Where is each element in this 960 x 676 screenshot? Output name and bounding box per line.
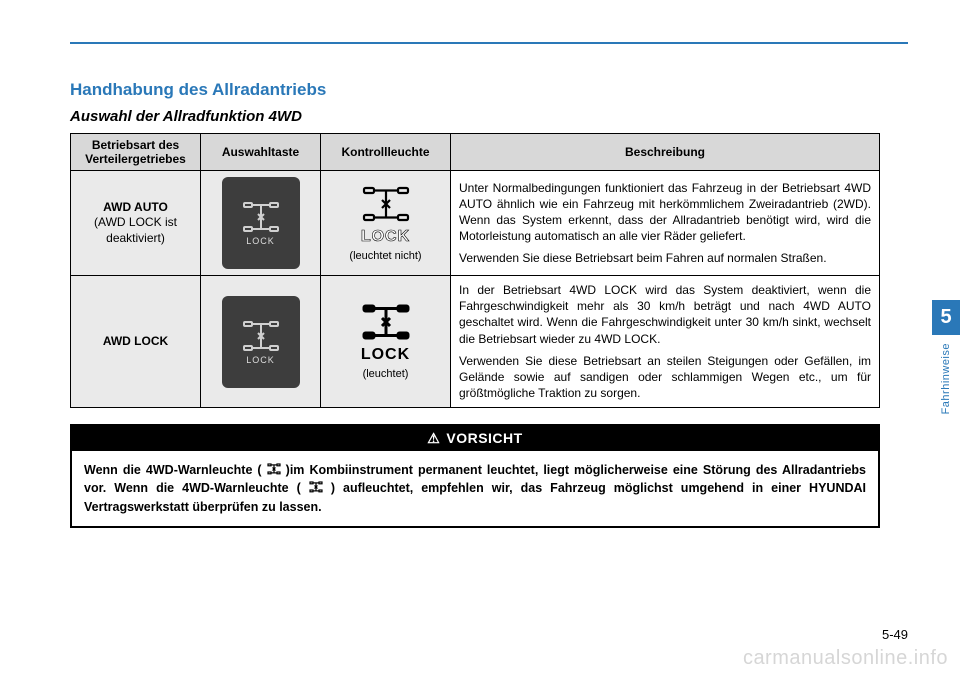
awd-mode-table: Betriebsart des Verteilergetriebes Auswa… bbox=[70, 133, 880, 408]
chapter-number: 5 bbox=[932, 300, 960, 335]
indicator-sublabel: (leuchtet nicht) bbox=[329, 250, 442, 262]
caution-body: Wenn die 4WD-Warnleuchte ( bbox=[72, 451, 878, 525]
section-subheading: Auswahl der Allradfunktion 4WD bbox=[70, 108, 880, 125]
chapter-label: Fahrhinweise bbox=[940, 343, 952, 414]
watermark: carmanualsonline.info bbox=[743, 647, 948, 670]
mode-subtitle: (AWD LOCK ist deaktiviert) bbox=[79, 215, 192, 246]
side-tab: 5 Fahrhinweise bbox=[932, 300, 960, 414]
caution-heading: VORSICHT bbox=[72, 426, 878, 451]
section-heading: Handhabung des Allradantriebs bbox=[70, 80, 880, 100]
table-row: AWD LOCK bbox=[71, 276, 880, 408]
button-label: LOCK bbox=[246, 236, 275, 246]
indicator-label: LOCK bbox=[329, 228, 442, 246]
col-button: Auswahltaste bbox=[201, 134, 321, 171]
button-label: LOCK bbox=[246, 355, 275, 365]
awd-warning-icon bbox=[267, 463, 281, 478]
indicator-sublabel: (leuchtet) bbox=[329, 368, 442, 380]
page-number: 5-49 bbox=[882, 627, 908, 642]
awd-warning-icon bbox=[309, 481, 323, 496]
caution-text-1: Wenn die 4WD-Warnleuchte ( bbox=[84, 463, 267, 477]
page-content: Handhabung des Allradantriebs Auswahl de… bbox=[70, 80, 880, 528]
mode-cell-awd-auto: AWD AUTO (AWD LOCK ist deaktiviert) bbox=[71, 171, 201, 276]
description-p2: Verwenden Sie diese Betriebsart beim Fah… bbox=[459, 250, 871, 266]
table-row: AWD AUTO (AWD LOCK ist deaktiviert) bbox=[71, 171, 880, 276]
col-mode: Betriebsart des Verteilergetriebes bbox=[71, 134, 201, 171]
indicator-label: LOCK bbox=[329, 346, 442, 364]
drivetrain-icon bbox=[241, 319, 281, 353]
button-cell: LOCK bbox=[201, 171, 321, 276]
description-p2: Verwenden Sie diese Betriebsart an steil… bbox=[459, 353, 871, 402]
awd-lock-button-icon: LOCK bbox=[222, 296, 300, 388]
col-indicator: Kontrollleuchte bbox=[321, 134, 451, 171]
caution-box: VORSICHT Wenn die 4WD-Warnleuchte ( bbox=[70, 424, 880, 527]
description-cell: In der Betriebsart 4WD LOCK wird das Sys… bbox=[451, 276, 880, 408]
drivetrain-indicator-icon bbox=[360, 185, 412, 223]
indicator-cell: LOCK (leuchtet) bbox=[321, 276, 451, 408]
table-header-row: Betriebsart des Verteilergetriebes Auswa… bbox=[71, 134, 880, 171]
button-cell: LOCK bbox=[201, 276, 321, 408]
description-p1: Unter Normalbedingungen funktioniert das… bbox=[459, 180, 871, 245]
indicator-cell: LOCK (leuchtet nicht) bbox=[321, 171, 451, 276]
mode-title: AWD LOCK bbox=[79, 334, 192, 350]
drivetrain-icon bbox=[241, 200, 281, 234]
awd-lock-button-icon: LOCK bbox=[222, 177, 300, 269]
description-p1: In der Betriebsart 4WD LOCK wird das Sys… bbox=[459, 282, 871, 347]
top-rule bbox=[70, 42, 908, 44]
col-description: Beschreibung bbox=[451, 134, 880, 171]
mode-title: AWD AUTO bbox=[79, 200, 192, 216]
description-cell: Unter Normalbedingungen funktioniert das… bbox=[451, 171, 880, 276]
mode-cell-awd-lock: AWD LOCK bbox=[71, 276, 201, 408]
drivetrain-indicator-icon bbox=[360, 303, 412, 341]
